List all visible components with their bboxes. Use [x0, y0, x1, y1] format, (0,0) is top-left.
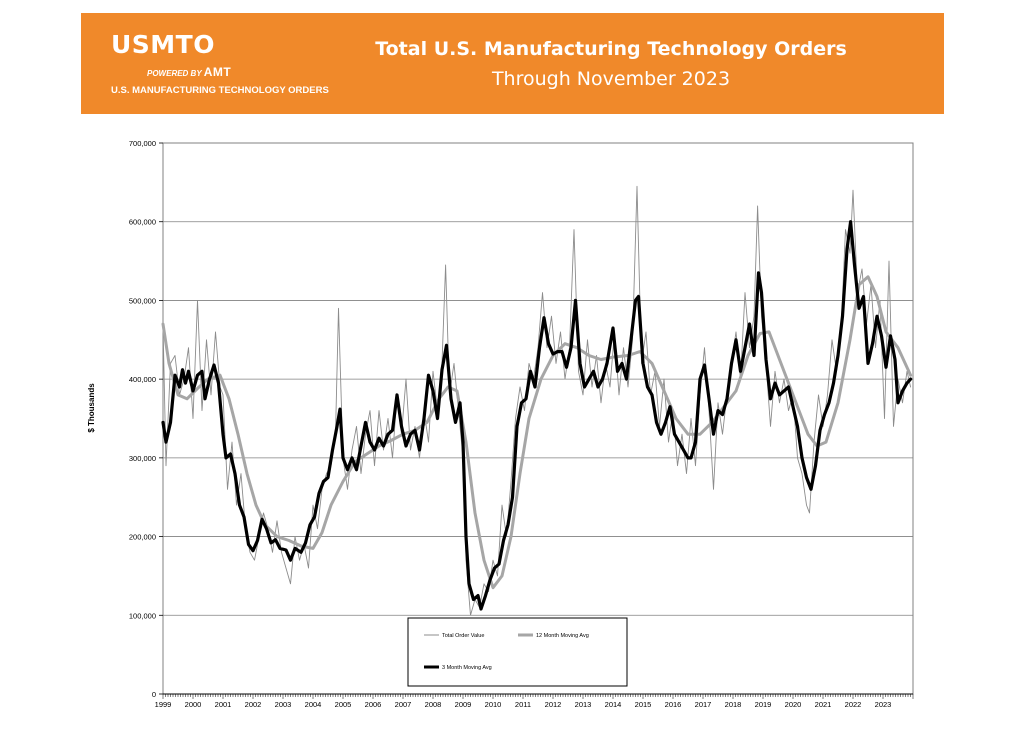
x-tick-label: 1999	[155, 700, 172, 709]
usmto-logo: USMTO POWERED BY AMT U.S. MANUFACTURING …	[111, 30, 329, 97]
x-tick-label: 2005	[335, 700, 352, 709]
legend-label-12mo: 12 Month Moving Avg	[536, 633, 589, 639]
logo-text: USMTO	[111, 30, 215, 59]
x-tick-label: 2023	[875, 700, 892, 709]
x-tick-label: 2013	[575, 700, 592, 709]
series-lines	[161, 185, 913, 616]
y-axis-label: $ Thousands	[87, 383, 96, 433]
legend-label-3mo: 3 Month Moving Avg	[442, 665, 492, 671]
x-tick-label: 2008	[425, 700, 442, 709]
gridlines	[163, 221, 913, 616]
y-tick-label: 700,000	[129, 139, 156, 148]
y-tick-label: 200,000	[129, 533, 156, 542]
x-tick-label: 2010	[485, 700, 502, 709]
chart-subtitle: Through November 2023	[491, 68, 731, 90]
logo-powered-text: POWERED BY	[147, 69, 202, 78]
x-tick-label: 2003	[275, 700, 292, 709]
y-axis-ticks: 0 100,000 200,000 300,000 400,000 500,000 600,…	[129, 139, 163, 699]
x-tick-label: 2022	[845, 700, 862, 709]
x-tick-label: 2020	[785, 700, 802, 709]
chart-title: Total U.S. Manufacturing Technology Orde…	[375, 38, 847, 60]
x-tick-label: 2015	[635, 700, 652, 709]
x-tick-label: 2012	[545, 700, 562, 709]
moving-avg-3-line	[161, 220, 913, 611]
x-tick-label: 2021	[815, 700, 832, 709]
x-tick-label: 2009	[455, 700, 472, 709]
total-order-value-line	[162, 185, 912, 616]
legend: Total Order Value 12 Month Moving Avg 3 …	[407, 617, 628, 687]
y-tick-label: 0	[152, 690, 156, 699]
x-tick-label: 2002	[245, 700, 262, 709]
x-tick-label: 2014	[605, 700, 622, 709]
x-tick-label: 2006	[365, 700, 382, 709]
x-tick-label: 2019	[755, 700, 772, 709]
logo-powered-by: POWERED BY AMT	[147, 65, 231, 79]
y-tick-label: 500,000	[129, 296, 156, 305]
x-tick-label: 2004	[305, 700, 322, 709]
legend-box	[407, 617, 628, 687]
x-tick-label: 2017	[695, 700, 712, 709]
moving-avg-12-line	[161, 275, 913, 590]
y-tick-label: 400,000	[129, 375, 156, 384]
x-tick-label: 2011	[515, 700, 531, 709]
x-axis-ticks: 1999 2000 2001 2002 2003 2004 2005 2006 2007 2008…	[155, 693, 914, 709]
plot-area	[162, 142, 914, 695]
x-tick-label: 2007	[395, 700, 412, 709]
amt-logo: AMT	[203, 65, 232, 79]
legend-label-total: Total Order Value	[442, 633, 484, 639]
y-tick-label: 600,000	[129, 218, 156, 227]
y-tick-label: 300,000	[129, 454, 156, 463]
y-tick-label: 100,000	[129, 611, 156, 620]
x-tick-label: 2000	[185, 700, 202, 709]
x-tick-label: 2016	[665, 700, 682, 709]
x-tick-label: 2001	[215, 700, 232, 709]
x-tick-label: 2018	[725, 700, 742, 709]
logo-subtitle: U.S. MANUFACTURING TECHNOLOGY ORDERS	[111, 85, 329, 96]
header-banner: USMTO POWERED BY AMT U.S. MANUFACTURING …	[81, 13, 944, 114]
